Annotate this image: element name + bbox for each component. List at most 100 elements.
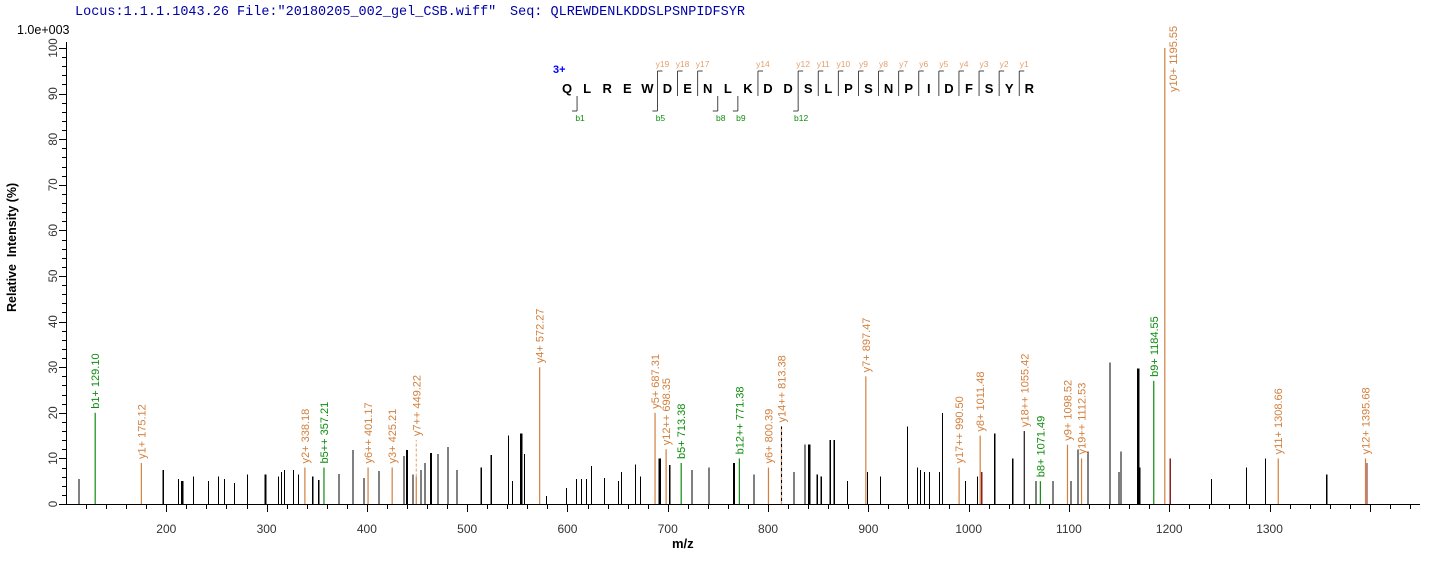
peak-b9+: b9+ 1184.55 xyxy=(1149,316,1161,504)
x-axis-ticks xyxy=(86,505,1411,512)
peak-label-b5+: b5+ 713.38 xyxy=(676,404,688,459)
peak-y4+: y4+ 572.27 xyxy=(535,308,547,504)
y-ion-mark-y17: y17 xyxy=(696,59,710,69)
peak-y5+: y5+ 687.31 xyxy=(650,354,662,504)
residue-9: L xyxy=(724,81,732,96)
peak-y7+: y7+ 897.47 xyxy=(861,318,873,504)
residue-16: S xyxy=(864,81,873,96)
residue-5: W xyxy=(641,81,654,96)
residue-7: E xyxy=(683,81,692,96)
b-ion-mark-b9: b9 xyxy=(736,113,746,123)
svg-text:10: 10 xyxy=(48,452,60,465)
residue-13: S xyxy=(804,81,813,96)
svg-text:20: 20 xyxy=(48,406,60,419)
peak-label-y17++: y17++ 990.50 xyxy=(954,396,966,463)
residue-6: D xyxy=(663,81,672,96)
peak-y18++: y18++ 1055.42 xyxy=(1019,354,1031,504)
y-ion-mark-y11: y11 xyxy=(817,59,830,69)
residue-23: Y xyxy=(1005,81,1014,96)
b-ion-mark-b8: b8 xyxy=(716,113,726,123)
y-ion-mark-y6: y6 xyxy=(919,59,928,69)
residue-24: R xyxy=(1025,81,1035,96)
svg-text:50: 50 xyxy=(48,270,60,283)
svg-text:30: 30 xyxy=(48,361,60,374)
y-ion-mark-y10: y10 xyxy=(836,59,850,69)
peak-label-b1+: b1+ 129.10 xyxy=(90,353,102,408)
peak-y2+: y2+ 338.18 xyxy=(300,409,312,504)
residue-22: S xyxy=(985,81,994,96)
sequence-label: Seq: QLREWDENLKDDSLPSNPIDFSYR xyxy=(510,5,745,20)
residue-11: D xyxy=(763,81,772,96)
peak-b1+: b1+ 129.10 xyxy=(90,353,102,504)
peak-y12++: y12++ 698.35 xyxy=(661,378,673,504)
peak-label-y5+: y5+ 687.31 xyxy=(650,354,662,409)
y-axis-ticks xyxy=(59,48,66,505)
svg-text:100: 100 xyxy=(48,38,60,57)
residue-2: L xyxy=(583,81,591,96)
svg-text:0: 0 xyxy=(48,501,60,507)
svg-text:900: 900 xyxy=(858,522,878,536)
peak-y8+: y8+ 1011.48 xyxy=(975,372,987,504)
peak-label-y9+: y9+ 1098.52 xyxy=(1062,380,1074,441)
peak-y6++: y6++ 401.17 xyxy=(363,402,375,504)
peak-label-y14++: y14++ 813.38 xyxy=(776,355,788,422)
svg-text:40: 40 xyxy=(48,315,60,328)
peak-y11+: y11+ 1308.66 xyxy=(1273,388,1285,504)
peak-label-b12++: b12++ 771.38 xyxy=(734,386,746,454)
peak-y17++: y17++ 990.50 xyxy=(954,396,966,504)
residue-10: K xyxy=(743,81,753,96)
peak-y6+: y6+ 800.39 xyxy=(763,409,775,504)
residue-17: N xyxy=(884,81,893,96)
precursor-charge-label: 3+ xyxy=(553,64,566,76)
residue-4: E xyxy=(623,81,632,96)
svg-text:800: 800 xyxy=(758,522,778,536)
y-ion-mark-y8: y8 xyxy=(879,59,888,69)
svg-text:700: 700 xyxy=(658,522,678,536)
locus-file-label: Locus:1.1.1.1043.26 File:"20180205_002_g… xyxy=(75,5,497,20)
peak-label-y7+: y7+ 897.47 xyxy=(861,318,873,373)
svg-text:500: 500 xyxy=(457,522,477,536)
svg-text:600: 600 xyxy=(557,522,577,536)
residue-19: I xyxy=(927,81,931,96)
b-ion-mark-b12: b12 xyxy=(794,113,808,123)
peak-label-b5++: b5++ 357.21 xyxy=(319,402,331,464)
residue-8: N xyxy=(703,81,712,96)
y-ion-mark-y19: y19 xyxy=(656,59,670,69)
peak-label-y3+: y3+ 425.21 xyxy=(387,409,399,464)
header-bar: Locus:1.1.1.1043.26 File:"20180205_002_g… xyxy=(0,5,1436,23)
x-axis-title: m/z xyxy=(672,536,694,551)
peak-label-y10+: y10+ 1195.55 xyxy=(1168,26,1180,92)
peak-y14++: y14++ 813.38 xyxy=(776,355,788,504)
peak-label-b8+: b8+ 1071.49 xyxy=(1035,416,1047,477)
y-axis-tick-labels: 0 10 20 30 40 50 60 70 80 90 100 xyxy=(48,38,60,507)
residue-18: P xyxy=(904,81,913,96)
peak-label-y1+: y1+ 175.12 xyxy=(136,404,148,459)
peak-label-y12+: y12+ 1395.68 xyxy=(1361,387,1373,454)
svg-text:60: 60 xyxy=(48,224,60,237)
residue-15: P xyxy=(844,81,853,96)
svg-text:70: 70 xyxy=(48,178,60,191)
peak-label-y18++: y18++ 1055.42 xyxy=(1019,354,1031,427)
svg-text:1300: 1300 xyxy=(1256,522,1283,536)
svg-text:1200: 1200 xyxy=(1156,522,1183,536)
peak-b8+: b8+ 1071.49 xyxy=(1035,416,1047,504)
peak-label-y12++: y12++ 698.35 xyxy=(661,378,673,445)
peak-label-y6+: y6+ 800.39 xyxy=(763,409,775,464)
peak-y12+: y12+ 1395.68 xyxy=(1361,387,1373,504)
b-ion-mark-b1: b1 xyxy=(575,113,585,123)
svg-text:90: 90 xyxy=(48,87,60,100)
svg-text:400: 400 xyxy=(357,522,377,536)
y-ion-mark-y3: y3 xyxy=(980,59,989,69)
svg-text:300: 300 xyxy=(257,522,277,536)
intensity-scale-label: 1.0e+003 xyxy=(17,23,70,37)
peak-y10+: y10+ 1195.55 xyxy=(1164,26,1180,504)
peak-y9+: y9+ 1098.52 xyxy=(1062,380,1074,504)
annotated-peaks: b1+ 129.10 y1+ 175.12 y2+ 338.18 b5++ 357.2… xyxy=(90,26,1373,504)
noise-peaks xyxy=(78,362,1368,504)
y-ion-mark-y9: y9 xyxy=(859,59,868,69)
peak-y19++: y19++ 1112.53 xyxy=(1077,383,1089,504)
residue-3: R xyxy=(603,81,613,96)
